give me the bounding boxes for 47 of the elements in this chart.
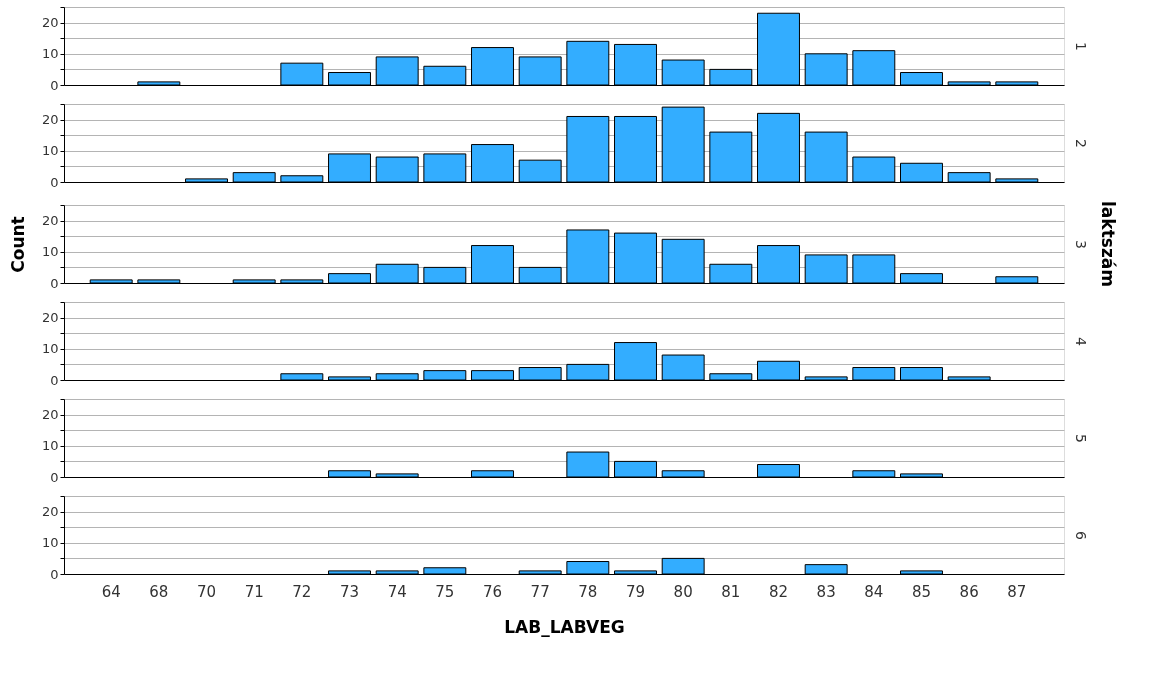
y-tick-label: 10 — [41, 438, 59, 454]
y-tick-label: 10 — [41, 143, 59, 159]
x-tick-label: 68 — [149, 582, 169, 601]
x-tick-label: 64 — [101, 582, 121, 601]
x-tick-label: 85 — [911, 582, 932, 601]
x-tick-label: 74 — [387, 582, 407, 601]
x-tick-label: 76 — [482, 582, 503, 601]
y-tick-label: 20 — [41, 112, 59, 128]
y-tick-label: 0 — [50, 77, 59, 93]
y-tick-label: 0 — [50, 174, 59, 190]
y-tick-label: 20 — [41, 310, 59, 326]
x-tick-label: 83 — [816, 582, 836, 601]
y-axis-title: Count — [7, 216, 28, 273]
x-tick-label: 78 — [578, 582, 598, 601]
x-tick-label: 82 — [768, 582, 789, 601]
y-tick-label: 0 — [50, 469, 59, 485]
y-tick-label: 20 — [41, 213, 59, 229]
y2-axis-title: 3 — [1072, 240, 1089, 249]
x-tick-label: 72 — [292, 582, 312, 601]
y-tick-label: 0 — [50, 275, 59, 291]
x-tick-label: 70 — [196, 582, 217, 601]
x-tick-label: 80 — [673, 582, 693, 601]
x-tick-label: 87 — [1007, 582, 1027, 601]
y-tick-label: 0 — [50, 566, 59, 582]
x-tick-label: 84 — [864, 582, 884, 601]
y-tick-label: 20 — [41, 15, 59, 31]
x-tick-label: 73 — [339, 582, 360, 601]
y-tick-label: 20 — [41, 407, 59, 423]
y2-axis-title: 6 — [1072, 531, 1089, 541]
x-tick-label: 86 — [959, 582, 979, 601]
y-tick-label: 10 — [41, 535, 59, 551]
y2-axis-title: 1 — [1072, 42, 1089, 51]
y2-axis-title: 5 — [1072, 434, 1089, 443]
x-tick-label: 79 — [625, 582, 646, 601]
text: laktszám — [1098, 201, 1118, 287]
x-tick-label: 71 — [244, 582, 264, 601]
x-tick-label: 81 — [721, 582, 741, 601]
y2-axis-title: 4 — [1072, 337, 1089, 347]
x-axis-title: LAB_LABVEG — [504, 616, 625, 637]
y-tick-label: 20 — [41, 504, 59, 520]
y-tick-label: 10 — [41, 46, 59, 62]
x-tick-label: 77 — [530, 582, 550, 601]
y2-axis-title: 2 — [1072, 139, 1089, 148]
x-tick-label: 75 — [435, 582, 455, 601]
y-tick-label: 10 — [41, 244, 59, 260]
y-tick-label: 0 — [50, 372, 59, 388]
y-tick-label: 10 — [41, 341, 59, 357]
